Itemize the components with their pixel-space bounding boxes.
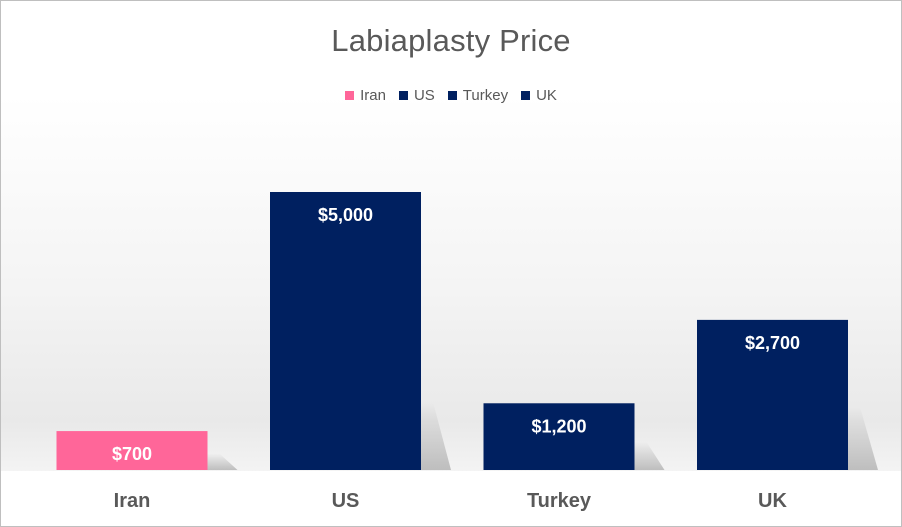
chart-legend: Iran US Turkey UK: [1, 87, 901, 104]
legend-label-turkey: Turkey: [462, 87, 509, 104]
legend-label-us: US: [413, 87, 435, 104]
legend-label-uk: UK: [536, 87, 557, 104]
legend-swatch-us: [398, 91, 408, 100]
data-label-uk: $2,700: [745, 333, 800, 353]
legend-item-iran: Iran: [345, 87, 386, 104]
legend-swatch-turkey: [447, 91, 457, 100]
legend-swatch-uk: [521, 91, 531, 100]
legend-item-uk: UK: [521, 87, 557, 104]
data-label-turkey: $1,200: [531, 416, 586, 436]
data-label-us: $5,000: [318, 205, 373, 225]
legend-swatch-iran: [345, 91, 355, 100]
legend-item-turkey: Turkey: [447, 87, 509, 104]
data-label-iran: $700: [112, 444, 152, 464]
bar-uk: [697, 319, 848, 470]
chart-title: Labiaplasty Price: [331, 23, 571, 58]
bar-iran: [56, 431, 208, 470]
bar-turkey: [483, 403, 635, 470]
category-label-turkey: Turkey: [527, 490, 592, 512]
bar-us: [270, 192, 421, 470]
legend-label-iran: Iran: [360, 87, 386, 104]
category-label-iran: Iran: [114, 490, 151, 512]
category-label-us: US: [332, 490, 360, 512]
chart-floor: [1, 471, 901, 526]
category-label-uk: UK: [758, 490, 787, 512]
legend-item-us: US: [398, 87, 435, 104]
